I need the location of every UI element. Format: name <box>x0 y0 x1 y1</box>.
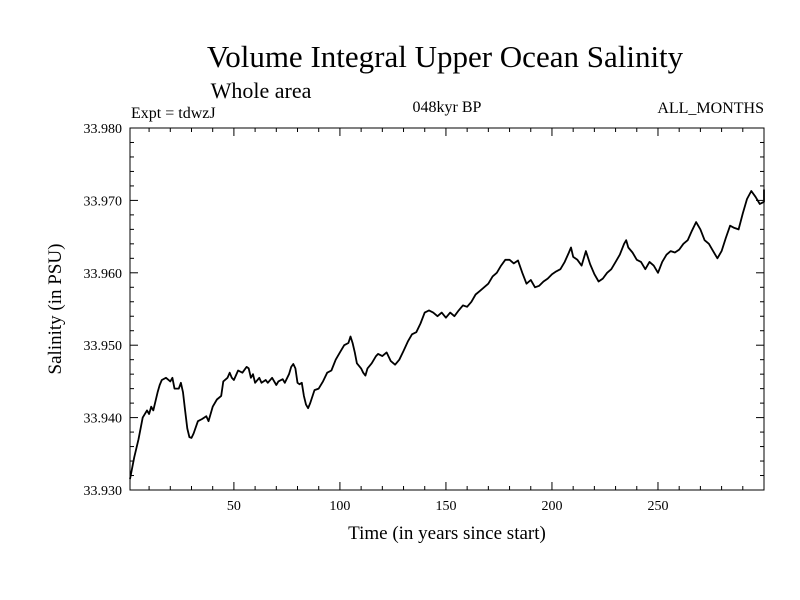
chart-title: Volume Integral Upper Ocean Salinity <box>207 39 684 74</box>
x-tick-label: 100 <box>329 499 350 514</box>
y-axis-label: Salinity (in PSU) <box>45 244 66 375</box>
x-tick-label: 200 <box>541 499 562 514</box>
x-tick-label: 50 <box>227 499 241 514</box>
y-tick-label: 33.970 <box>84 194 123 209</box>
chart-subtitle: Whole area <box>211 78 312 103</box>
axis-ticks <box>130 127 765 491</box>
tick-labels: 50 100 150 200 250 33.930 33.940 33.950 33.960 33… <box>84 122 669 514</box>
x-tick-label: 250 <box>647 499 668 514</box>
y-tick-label: 33.940 <box>84 412 123 427</box>
salinity-series-line <box>129 189 765 480</box>
y-tick-label: 33.960 <box>84 267 123 282</box>
y-tick-label: 33.950 <box>84 339 123 354</box>
experiment-label: Expt = tdwzJ <box>131 105 216 122</box>
months-label: ALL_MONTHS <box>657 100 764 117</box>
y-tick-label: 33.930 <box>84 484 123 499</box>
y-tick-label: 33.980 <box>84 122 123 137</box>
x-tick-label: 150 <box>435 499 456 514</box>
x-axis-label: Time (in years since start) <box>348 523 546 544</box>
period-label: 048kyr BP <box>413 99 482 116</box>
plot-frame <box>129 127 765 491</box>
